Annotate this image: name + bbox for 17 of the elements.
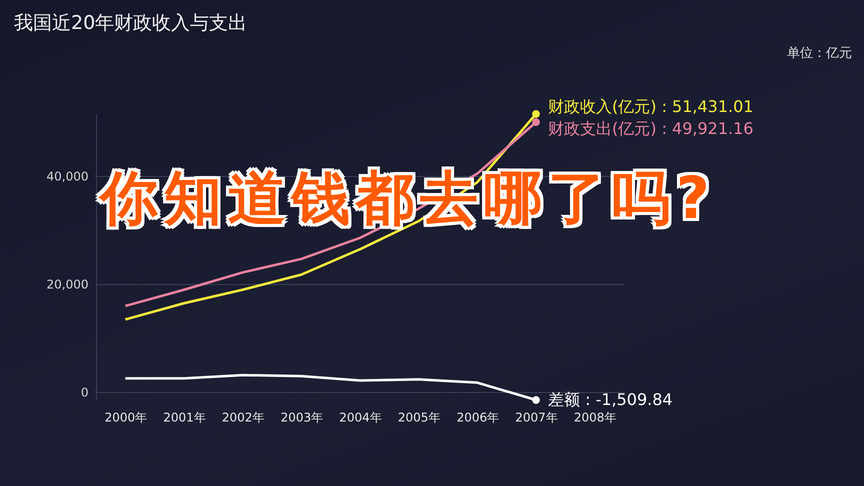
- y-tick-label: 20,000: [46, 277, 88, 292]
- text: 单位：亿元: [787, 45, 852, 62]
- x-tick-label: 2003年: [280, 410, 324, 424]
- x-tick-label: 2002年: [222, 410, 264, 424]
- text: 财政支出(亿元) : 49,921.16: [548, 119, 754, 138]
- x-tick-label: 2007年: [515, 410, 558, 424]
- x-tick-label: 2001年: [163, 410, 206, 424]
- y-tick-label: 0: [80, 385, 88, 400]
- x-tick-label: 2004年: [339, 410, 382, 424]
- y-tick-label: 40,000: [46, 169, 88, 184]
- chart-title: 我国近20年财政收入与支出: [14, 11, 248, 36]
- x-tick-label: 2000年: [104, 410, 148, 424]
- text: 差额 : -1,509.84: [548, 390, 673, 409]
- x-tick-label: 2006年: [456, 410, 500, 424]
- x-tick-label: 2005年: [398, 410, 440, 424]
- text: 财政收入(亿元) : 51,431.01: [548, 97, 754, 116]
- x-tick-label: 2008年: [574, 410, 616, 424]
